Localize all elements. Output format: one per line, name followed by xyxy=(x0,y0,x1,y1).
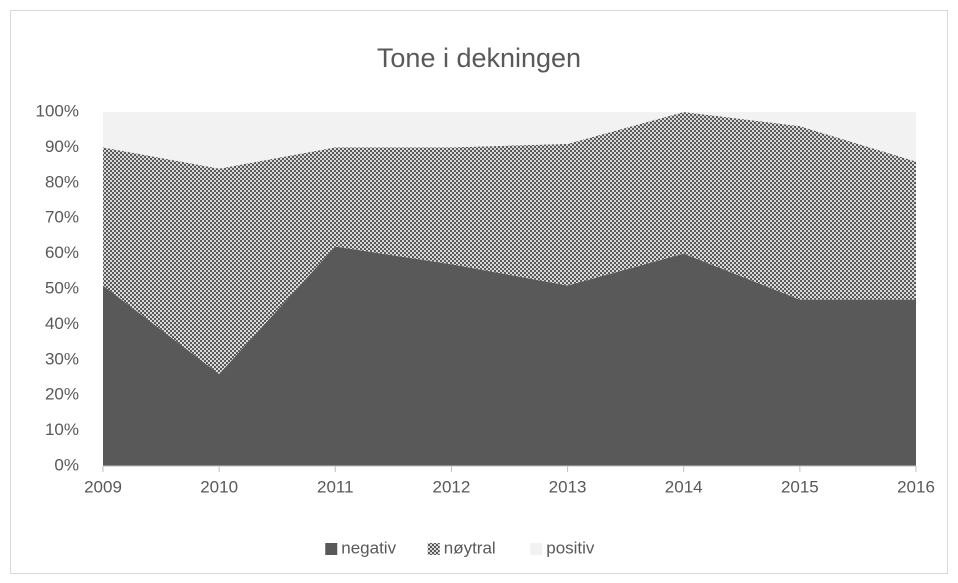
y-tick-label: 80% xyxy=(45,172,79,191)
y-tick-label: 70% xyxy=(45,208,79,227)
x-tick-label: 2013 xyxy=(549,477,587,496)
x-tick-label: 2010 xyxy=(200,477,238,496)
legend-label: negativ xyxy=(341,538,396,557)
x-tick-label: 2014 xyxy=(665,477,703,496)
y-tick-label: 0% xyxy=(54,455,79,474)
x-tick-label: 2016 xyxy=(897,477,935,496)
y-tick-label: 40% xyxy=(45,314,79,333)
legend-swatch xyxy=(325,543,338,555)
legend-swatch xyxy=(427,543,440,555)
legend-label: nøytral xyxy=(444,538,496,557)
legend-label: positiv xyxy=(546,538,595,557)
x-tick-label: 2011 xyxy=(317,477,354,496)
y-tick-label: 60% xyxy=(45,243,79,262)
y-tick-label: 20% xyxy=(45,385,79,404)
y-tick-label: 100% xyxy=(36,101,79,120)
area xyxy=(103,112,916,374)
y-tick-label: 50% xyxy=(45,278,79,297)
y-tick-label: 90% xyxy=(45,137,79,156)
area xyxy=(103,112,916,169)
x-tick-label: 2009 xyxy=(84,477,122,496)
x-tick-label: 2015 xyxy=(781,477,819,496)
legend-swatch xyxy=(530,543,543,555)
y-tick-label: 10% xyxy=(45,420,79,439)
y-tick-label: 30% xyxy=(45,349,79,368)
area xyxy=(103,246,916,466)
x-tick-label: 2012 xyxy=(433,477,471,496)
chart-title: Tone i dekningen xyxy=(377,43,581,73)
